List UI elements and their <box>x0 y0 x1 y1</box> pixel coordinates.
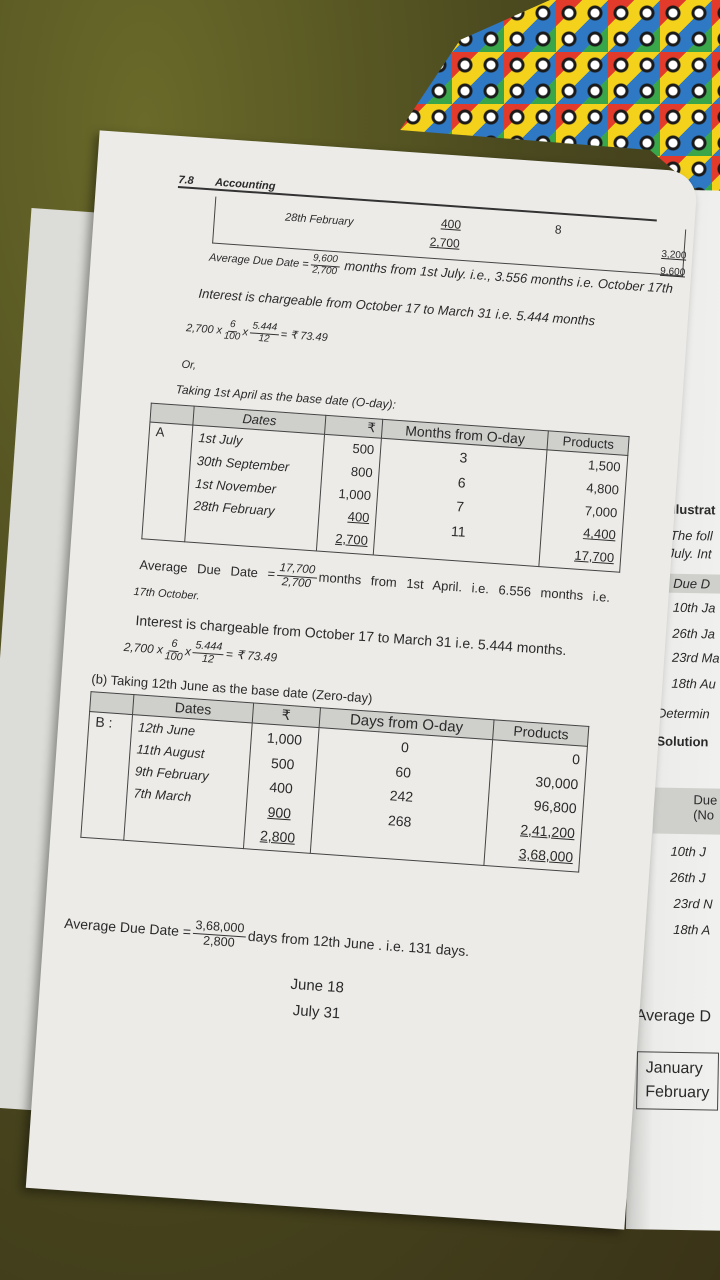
table-cell: 26th J <box>669 869 706 886</box>
date-july-31: July 31 <box>292 1001 341 1023</box>
page-number: 7.8 <box>178 173 195 188</box>
amount-cell: 800 <box>350 463 374 480</box>
amount-total: 2,700 <box>334 530 369 549</box>
average-due-date-line-b: Average Due Date = 3,68,000 2,800 days from… <box>63 914 470 960</box>
amount-cell: 400 <box>268 778 294 797</box>
solution-header: Due (No <box>652 787 720 836</box>
table-cell: 23rd Ma <box>671 649 720 666</box>
table-a: Dates ₹ Months from O-day Products A 1st… <box>141 403 630 573</box>
amount-cell: 1,000 <box>338 485 372 503</box>
table-cell: 10th J <box>670 843 707 860</box>
amount-cell: 400 <box>347 508 370 526</box>
amount-cell: 900 <box>267 803 292 821</box>
table-cell: 3,200 9,600 <box>659 248 687 279</box>
or-text: Or, <box>181 358 197 372</box>
intro-text: The foll <box>669 527 713 544</box>
product-total: 3,68,000 <box>518 845 574 866</box>
date-june-18: June 18 <box>290 975 345 997</box>
table-cell: 26th Ja <box>672 625 716 642</box>
table-cell: 10th Ja <box>672 599 716 616</box>
solution-heading: Solution <box>656 733 709 750</box>
table-header: Due D <box>665 573 720 595</box>
product-total: 17,700 <box>573 547 615 566</box>
table-cell: 400 2,700 <box>429 216 462 251</box>
book-page: 7.8 Accounting 28th February 400 2,700 8 … <box>25 130 699 1230</box>
table-cell: 18th A <box>673 921 711 938</box>
intro-text: July. Int <box>667 545 712 562</box>
interest-calculation: 2,700 x 6 100 x 5.444 12 = ₹ 73.49 <box>185 318 329 345</box>
amount-total: 2,800 <box>259 827 296 846</box>
amount-cell: 1,000 <box>266 729 303 748</box>
table-cell: 23rd N <box>673 895 713 912</box>
table-b: Dates ₹ Days from O-day Products B : 12t… <box>80 691 589 872</box>
question-text: Determin <box>656 705 710 722</box>
months-table: January February <box>636 1051 720 1111</box>
section-title: Accounting <box>214 176 276 193</box>
amount-cell: 500 <box>270 754 296 772</box>
illustration-title: Illustrat <box>668 501 716 518</box>
average-due-date-continued: 17th October. <box>133 585 201 603</box>
average-due-date-text: Average D <box>635 1007 712 1026</box>
table-cell: 28th February <box>284 211 354 229</box>
amount-cell: 500 <box>352 440 375 458</box>
table-cell: 8 <box>554 222 563 237</box>
table-cell: 18th Au <box>671 675 716 692</box>
interest-calculation: 2,700 x 6 100 x 5.444 12 = ₹ 73.49 <box>123 637 278 666</box>
